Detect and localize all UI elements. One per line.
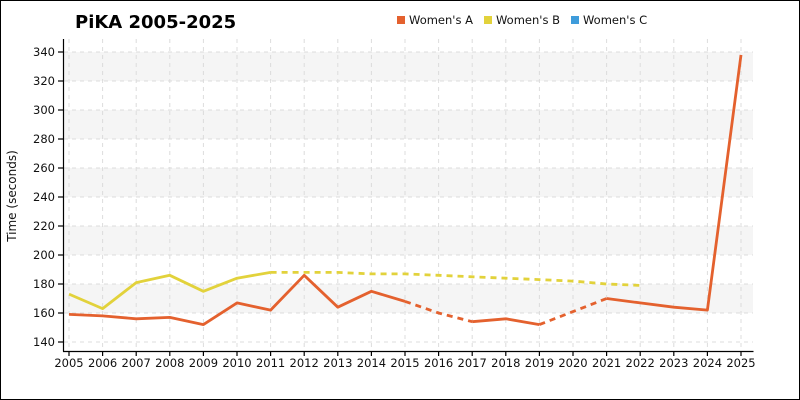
legend-label-women-s-a: Women's A	[409, 13, 473, 27]
legend-swatch-women-s-b	[483, 16, 492, 24]
background-band	[64, 284, 753, 313]
legend-swatch-women-s-c	[570, 16, 579, 24]
series-line-women-s-b	[270, 270, 641, 287]
legend-item-women-s-c: Women's C	[570, 13, 648, 27]
y-tick-label: 340	[33, 45, 55, 59]
y-tick-label: 280	[33, 132, 55, 146]
series-line-women-s-a	[68, 273, 406, 327]
y-tick-label: 300	[33, 103, 55, 117]
x-tick-label: 2013	[323, 356, 352, 370]
y-tick-label: 240	[33, 190, 55, 204]
x-tick-label: 2020	[558, 356, 587, 370]
legend-label-women-s-c: Women's C	[582, 13, 648, 27]
legend-item-women-s-a: Women's A	[397, 13, 473, 27]
legend: Women's A Women's B Women's C	[397, 13, 647, 27]
legend-label-women-s-b: Women's B	[495, 13, 560, 27]
x-tick-label: 2025	[726, 356, 755, 370]
chart-title: PiKA 2005-2025	[75, 12, 237, 33]
y-tick-label: 220	[33, 219, 55, 233]
background-band	[64, 110, 753, 139]
y-tick-label: 140	[33, 335, 55, 349]
legend-swatch-women-s-a	[397, 16, 405, 24]
x-tick-label: 2024	[693, 356, 722, 370]
x-tick-label: 2014	[357, 356, 386, 370]
y-tick-label: 180	[33, 277, 55, 291]
x-tick-label: 2007	[122, 356, 151, 370]
y-tick-label: 320	[33, 74, 55, 88]
background-band	[64, 226, 753, 255]
x-tick-label: 2009	[189, 356, 218, 370]
x-tick-label: 2016	[424, 356, 453, 370]
x-tick-label: 2021	[592, 356, 621, 370]
x-tick-label: 2012	[290, 356, 319, 370]
background-band	[64, 168, 753, 197]
y-tick-label: 260	[33, 161, 55, 175]
series-line-women-s-a	[538, 297, 608, 326]
legend-item-women-s-b: Women's B	[483, 13, 560, 27]
x-tick-label: 2022	[626, 356, 655, 370]
x-tick-label: 2008	[155, 356, 184, 370]
x-tick-label: 2005	[54, 356, 83, 370]
x-tick-label: 2006	[88, 356, 117, 370]
y-tick-label: 160	[33, 306, 55, 320]
background-band	[64, 52, 753, 81]
x-tick-label: 2011	[256, 356, 285, 370]
y-tick-label: 200	[33, 248, 55, 262]
x-tick-label: 2023	[659, 356, 688, 370]
x-tick-label: 2017	[458, 356, 487, 370]
series-line-women-s-a	[404, 300, 473, 324]
x-tick-label: 2010	[222, 356, 251, 370]
series-line-women-s-a	[606, 54, 743, 312]
series-line-women-s-b	[68, 271, 271, 311]
series-line-women-s-a	[472, 317, 540, 326]
x-tick-label: 2015	[390, 356, 419, 370]
x-tick-label: 2019	[525, 356, 554, 370]
x-tick-label: 2018	[491, 356, 520, 370]
